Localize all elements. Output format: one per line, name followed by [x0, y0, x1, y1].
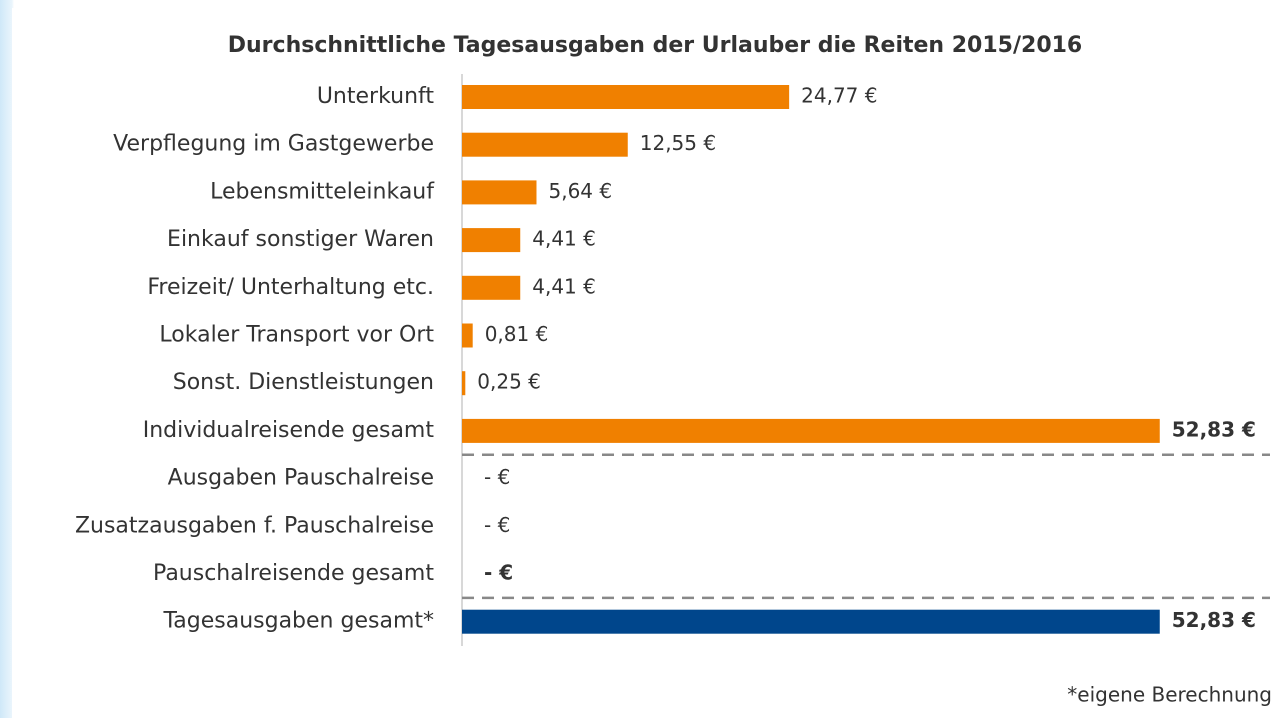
y-tick-label: Ausgaben Pauschalreise — [168, 466, 434, 491]
value-label: 5,64 € — [548, 179, 612, 203]
value-label: 24,77 € — [801, 84, 877, 108]
bar — [462, 323, 473, 348]
value-label: 0,81 € — [485, 322, 549, 346]
value-label: - € — [484, 465, 510, 489]
bar — [462, 418, 1160, 443]
bar — [462, 228, 521, 253]
y-tick-label: Unterkunft — [317, 84, 435, 109]
bar — [462, 609, 1160, 634]
bar — [462, 180, 537, 205]
bar — [462, 371, 466, 396]
y-tick-label: Zusatzausgaben f. Pauschalreise — [75, 513, 434, 538]
value-label: - € — [484, 561, 513, 585]
footnote: *eigene Berechnung — [1067, 683, 1272, 707]
y-tick-label: Lokaler Transport vor Ort — [159, 323, 434, 348]
bar — [462, 85, 790, 109]
y-tick-label: Verpflegung im Gastgewerbe — [113, 132, 434, 157]
bar — [462, 132, 628, 157]
y-tick-label: Lebensmitteleinkauf — [210, 179, 435, 204]
y-tick-label: Tagesausgaben gesamt* — [162, 609, 434, 634]
y-tick-label: Sonst. Dienstleistungen — [173, 370, 434, 395]
value-label: 0,25 € — [477, 370, 541, 394]
y-tick-label: Individualreisende gesamt — [143, 418, 435, 443]
value-label: 4,41 € — [532, 274, 596, 298]
y-tick-label: Freizeit/ Unterhaltung etc. — [147, 275, 434, 300]
chart-title: Durchschnittliche Tagesausgaben der Urla… — [228, 33, 1083, 58]
bar — [462, 275, 521, 300]
value-label: 52,83 € — [1172, 417, 1256, 441]
value-label: - € — [484, 513, 510, 537]
y-tick-label: Pauschalreisende gesamt — [153, 561, 434, 586]
value-label: 12,55 € — [640, 131, 716, 155]
value-label: 4,41 € — [532, 227, 596, 251]
panel — [12, 8, 1281, 718]
value-label: 52,83 € — [1172, 608, 1256, 632]
y-tick-label: Einkauf sonstiger Waren — [167, 227, 434, 252]
